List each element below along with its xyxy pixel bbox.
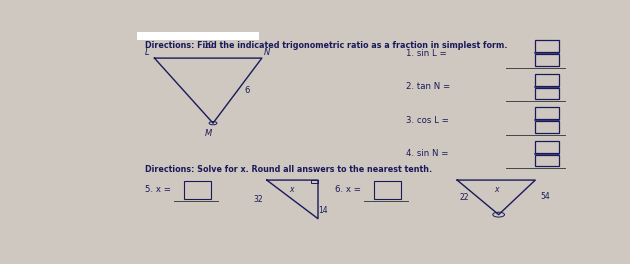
Text: 6. x =: 6. x =	[335, 185, 364, 194]
Text: x: x	[494, 185, 498, 194]
Text: 54: 54	[540, 192, 550, 201]
Bar	[536, 121, 559, 133]
Text: x: x	[289, 185, 294, 194]
Bar	[374, 181, 401, 199]
Text: 32: 32	[254, 195, 263, 204]
Text: 5. x =: 5. x =	[145, 185, 173, 194]
Bar	[536, 141, 559, 153]
Bar	[137, 32, 260, 40]
Text: M: M	[205, 129, 212, 138]
Text: 2. tan N =: 2. tan N =	[406, 82, 453, 91]
Bar	[536, 54, 559, 66]
Text: 3. cos L =: 3. cos L =	[406, 116, 452, 125]
Text: 14: 14	[318, 206, 328, 215]
Bar	[536, 107, 559, 119]
Text: 22: 22	[460, 193, 469, 202]
Text: L: L	[145, 48, 149, 56]
Bar	[184, 181, 210, 199]
Bar	[536, 155, 559, 167]
Text: 6: 6	[244, 86, 250, 95]
Text: 10: 10	[203, 41, 214, 50]
Bar	[311, 180, 318, 183]
Text: 4. sin N =: 4. sin N =	[406, 149, 451, 158]
Bar	[536, 74, 559, 86]
Text: Directions: Solve for x. Round all answers to the nearest tenth.: Directions: Solve for x. Round all answe…	[145, 165, 432, 174]
Bar	[536, 40, 559, 52]
Text: Directions: Find the indicated trigonometric ratio as a fraction in simplest for: Directions: Find the indicated trigonome…	[145, 41, 507, 50]
Bar	[536, 88, 559, 99]
Text: N: N	[263, 48, 270, 56]
Text: 1. sin L =: 1. sin L =	[406, 49, 449, 58]
